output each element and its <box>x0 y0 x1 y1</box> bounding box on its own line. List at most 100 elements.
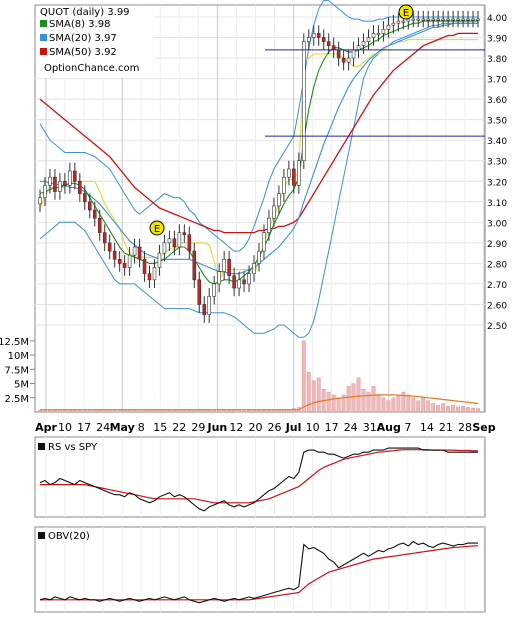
volume-bar <box>466 407 470 413</box>
volume-bar <box>411 397 416 413</box>
volume-bar <box>227 410 232 413</box>
candle-body <box>142 258 147 274</box>
candle-body <box>336 49 341 59</box>
ticker-title: QUOT (daily) 3.99 <box>40 7 130 18</box>
price-tick-label: 3.90 <box>487 35 507 45</box>
price-tick-label: 3.10 <box>487 199 507 209</box>
candle-body <box>87 201 92 211</box>
volume-bar <box>212 410 217 413</box>
volume-bar <box>53 410 57 413</box>
date-axis: Apr 10 17 24 May 8 15 22 29 Jun 12 20 26 Jul 10 17 24 31 A… <box>35 421 496 434</box>
date-tick-label: Jul <box>285 421 302 434</box>
obv-average-line <box>40 545 479 601</box>
obv-panel-frame <box>34 526 486 613</box>
rs-layer <box>39 447 478 512</box>
price-tick-label: 2.60 <box>487 301 507 311</box>
candle-body <box>83 193 87 203</box>
volume-bar <box>306 371 311 413</box>
volume-bar <box>361 389 366 413</box>
candle-body <box>287 168 291 178</box>
volume-bar <box>222 410 227 413</box>
date-tick-label: 12 <box>229 421 243 434</box>
legend-sma8-label: SMA(8) 3.98 <box>49 19 110 30</box>
candle-body <box>421 18 426 21</box>
candle-body <box>162 242 167 254</box>
price-tick-label: 2.80 <box>487 260 507 270</box>
volume-axis: 12.5M 10M 7.5M 5M 2.5M <box>0 337 35 405</box>
volume-bar <box>62 410 67 413</box>
volume-bar <box>107 410 112 413</box>
earnings-marker-circle <box>149 220 165 236</box>
date-tick-label: 28 <box>458 421 472 434</box>
candle-body <box>127 254 132 268</box>
volume-bar <box>242 410 246 413</box>
volume-bar <box>396 394 401 413</box>
volume-bar <box>177 409 182 413</box>
candle-body <box>182 232 187 235</box>
volume-bar <box>202 410 207 413</box>
price-tick-label: 3.60 <box>487 96 507 106</box>
obv-legend-label: OBV(20) <box>48 531 90 542</box>
volume-bar <box>147 410 152 413</box>
candle-body <box>277 193 281 207</box>
candle-body <box>316 33 321 38</box>
candle-body <box>356 45 361 51</box>
volume-bar <box>451 404 456 413</box>
volume-tick-label: 12.5M <box>0 337 29 348</box>
legend-swatch-sma20 <box>40 34 47 41</box>
volume-bar <box>38 410 42 413</box>
volume-bar <box>446 406 451 413</box>
candle-body <box>132 246 137 256</box>
candle-body <box>58 180 62 192</box>
candle-body <box>302 41 306 162</box>
volume-tick-label: 10M <box>8 351 29 362</box>
volume-bar <box>197 409 202 413</box>
candle-body <box>222 258 226 272</box>
candle-body <box>441 18 445 21</box>
candle-body <box>247 273 251 285</box>
earnings-marker-label: E <box>154 224 160 235</box>
volume-bar <box>262 410 266 413</box>
date-tick-label: Aug <box>377 421 401 434</box>
price-tick-label: 2.90 <box>487 240 507 250</box>
obv-legend-swatch <box>38 532 45 539</box>
candle-body <box>63 180 67 186</box>
earnings-marker-label: E <box>403 8 409 19</box>
volume-bar <box>217 410 222 413</box>
candle-body <box>306 37 311 42</box>
volume-bar <box>381 397 386 413</box>
candle-body <box>237 279 241 289</box>
volume-bar <box>252 410 256 413</box>
volume-bar <box>267 410 271 413</box>
volume-tick-label: 2.5M <box>4 394 29 405</box>
date-tick-label: 20 <box>248 421 262 434</box>
candle-body <box>147 273 152 281</box>
volume-bar <box>376 394 381 413</box>
candle-body <box>212 283 216 297</box>
candle-body <box>107 242 112 252</box>
volume-bar <box>301 340 306 413</box>
date-tick-label: Apr <box>35 421 57 434</box>
volume-bar <box>341 394 346 413</box>
volume-bar <box>356 377 361 413</box>
price-tick-label: 3.80 <box>487 55 507 65</box>
earnings-marker-may: E <box>149 220 165 236</box>
candle-body <box>207 295 212 316</box>
volume-bar <box>431 403 436 413</box>
candle-body <box>401 20 406 23</box>
legend-sma20-label: SMA(20) 3.97 <box>49 33 117 44</box>
candle-body <box>297 160 301 186</box>
earnings-marker-circle <box>398 4 414 20</box>
volume-bar <box>476 408 480 413</box>
rs-legend-label: RS vs SPY <box>48 442 98 453</box>
volume-bar <box>102 410 107 413</box>
candle-body <box>252 263 256 274</box>
rs-line <box>39 447 478 512</box>
volume-bar <box>336 397 341 413</box>
candle-body <box>331 45 336 51</box>
volume-bar <box>232 410 237 413</box>
volume-bar <box>77 410 82 413</box>
volume-bar <box>406 394 411 413</box>
candle-body <box>416 18 421 21</box>
volume-bar <box>43 409 47 413</box>
